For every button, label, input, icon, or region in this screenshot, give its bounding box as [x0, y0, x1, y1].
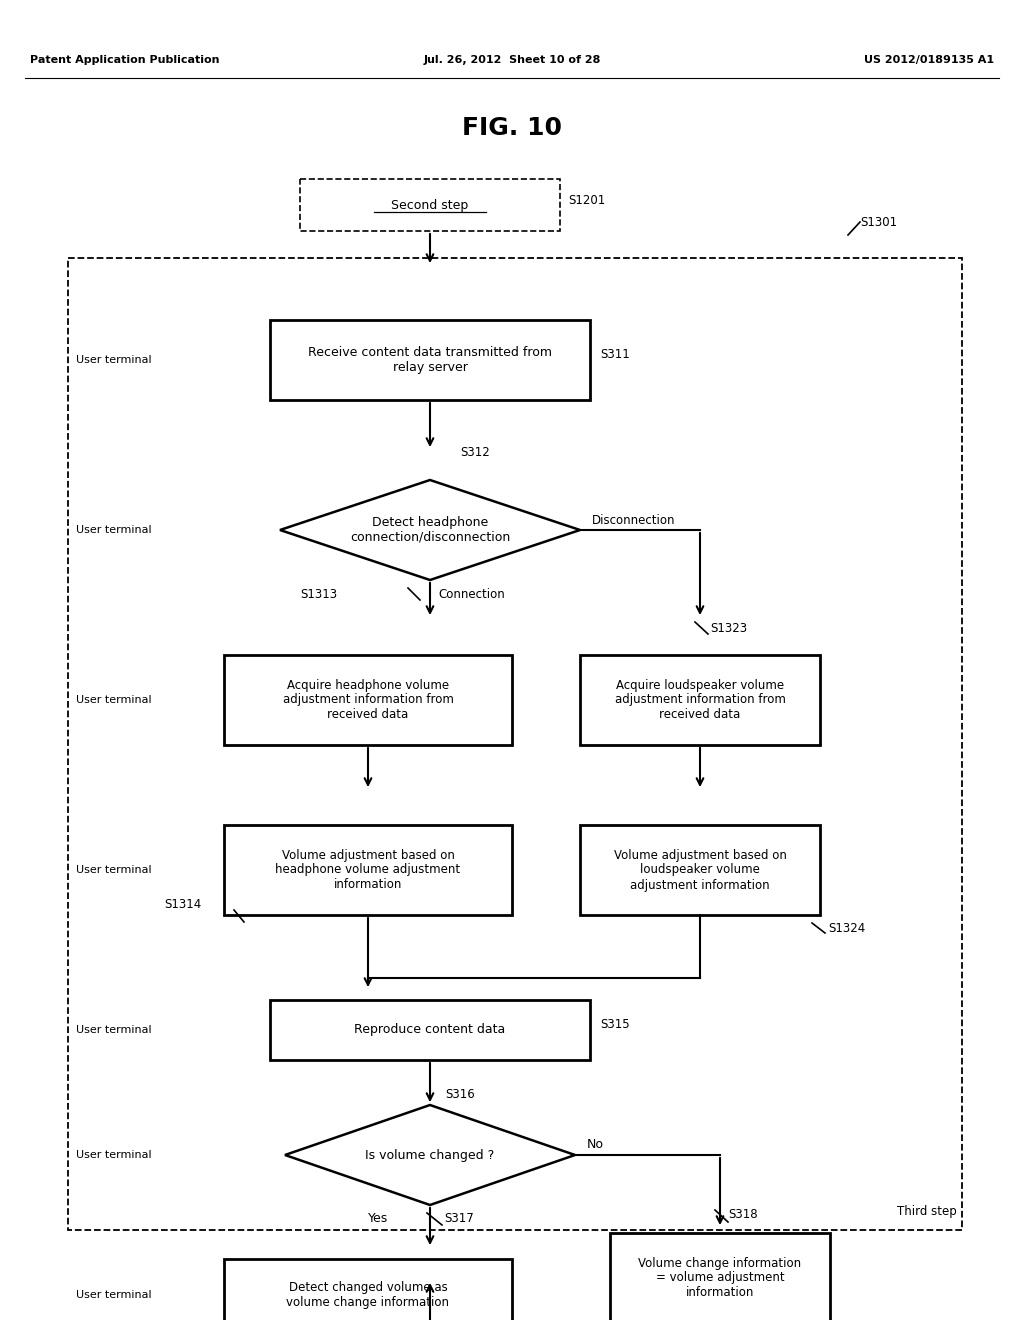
Text: Patent Application Publication: Patent Application Publication — [30, 55, 219, 65]
Text: S317: S317 — [444, 1213, 474, 1225]
Text: Detect changed volume as
volume change information: Detect changed volume as volume change i… — [287, 1280, 450, 1309]
Text: S1301: S1301 — [860, 215, 897, 228]
Bar — [270, 319, 590, 400]
Text: Detect headphone
connection/disconnection: Detect headphone connection/disconnectio… — [350, 516, 510, 544]
Text: S311: S311 — [600, 348, 630, 362]
Text: S316: S316 — [445, 1089, 475, 1101]
Text: User terminal: User terminal — [76, 696, 152, 705]
Text: S1201: S1201 — [568, 194, 605, 206]
Bar — [610, 1233, 830, 1320]
Text: Connection: Connection — [438, 587, 505, 601]
Text: Receive content data transmitted from
relay server: Receive content data transmitted from re… — [308, 346, 552, 374]
Text: User terminal: User terminal — [76, 1026, 152, 1035]
Text: User terminal: User terminal — [76, 865, 152, 875]
Bar — [224, 1259, 512, 1320]
Text: Third step: Third step — [897, 1205, 957, 1218]
Text: Volume adjustment based on
loudspeaker volume
adjustment information: Volume adjustment based on loudspeaker v… — [613, 849, 786, 891]
Text: Is volume changed ?: Is volume changed ? — [366, 1148, 495, 1162]
Bar — [224, 825, 512, 915]
Text: User terminal: User terminal — [76, 355, 152, 366]
Text: Volume change information
= volume adjustment
information: Volume change information = volume adjus… — [638, 1257, 802, 1299]
Text: User terminal: User terminal — [76, 1150, 152, 1160]
Bar — [580, 825, 820, 915]
Text: User terminal: User terminal — [76, 1290, 152, 1300]
Text: Reproduce content data: Reproduce content data — [354, 1023, 506, 1036]
Text: No: No — [587, 1138, 604, 1151]
Text: S318: S318 — [728, 1209, 758, 1221]
Text: Acquire loudspeaker volume
adjustment information from
received data: Acquire loudspeaker volume adjustment in… — [614, 678, 785, 722]
Text: S1313: S1313 — [300, 587, 337, 601]
Text: Volume adjustment based on
headphone volume adjustment
information: Volume adjustment based on headphone vol… — [275, 849, 461, 891]
Text: S312: S312 — [460, 446, 489, 459]
Text: S315: S315 — [600, 1019, 630, 1031]
Text: Disconnection: Disconnection — [592, 513, 676, 527]
Bar — [300, 180, 560, 231]
Text: FIG. 10: FIG. 10 — [462, 116, 562, 140]
Bar — [270, 1001, 590, 1060]
Bar — [224, 655, 512, 744]
Text: S1314: S1314 — [164, 899, 202, 912]
Bar — [68, 257, 962, 1230]
Text: S1323: S1323 — [710, 622, 748, 635]
Bar — [580, 655, 820, 744]
Text: S1324: S1324 — [828, 923, 865, 936]
Text: Second step: Second step — [391, 198, 469, 211]
Text: Jul. 26, 2012  Sheet 10 of 28: Jul. 26, 2012 Sheet 10 of 28 — [423, 55, 601, 65]
Text: US 2012/0189135 A1: US 2012/0189135 A1 — [864, 55, 994, 65]
Text: Yes: Yes — [368, 1213, 388, 1225]
Text: Acquire headphone volume
adjustment information from
received data: Acquire headphone volume adjustment info… — [283, 678, 454, 722]
Text: User terminal: User terminal — [76, 525, 152, 535]
